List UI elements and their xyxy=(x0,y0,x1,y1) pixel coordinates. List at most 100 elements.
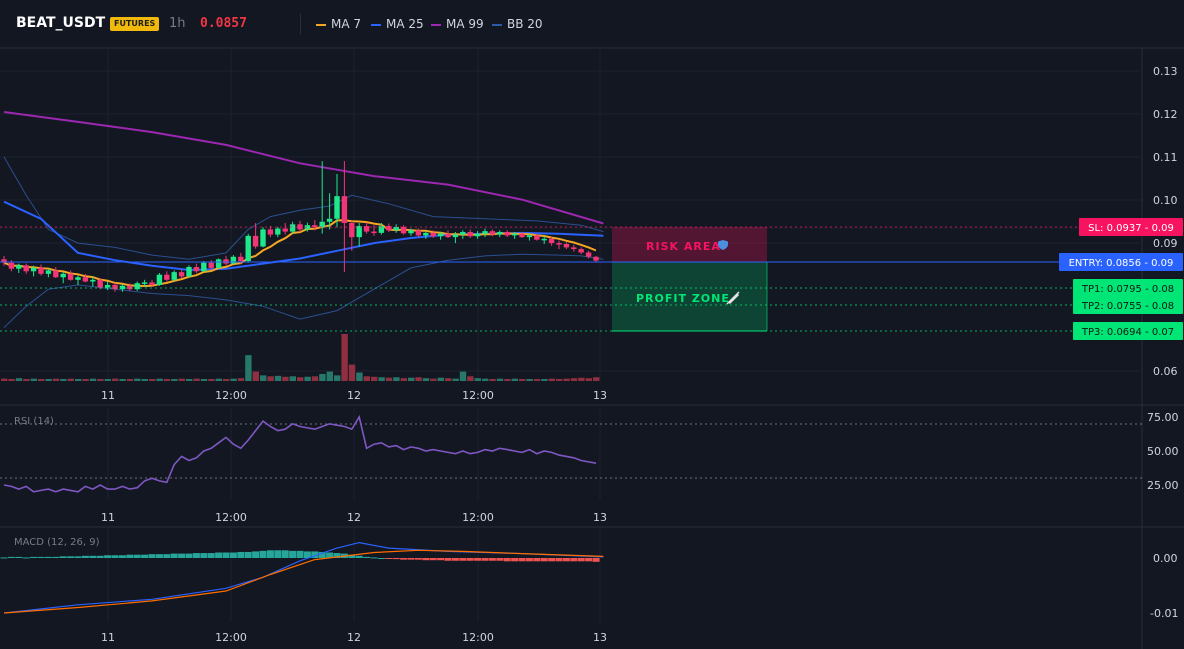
x-tick-label: 13 xyxy=(593,511,607,524)
tp3-tag-label: TP3: 0.0694 - 0.07 xyxy=(1081,327,1174,338)
candle-body xyxy=(467,232,473,237)
legend-ma99-label: MA 99 xyxy=(446,17,484,31)
macd-histogram-bar xyxy=(548,558,556,562)
volume-bar xyxy=(267,376,274,381)
rsi-line xyxy=(3,414,597,493)
macd-histogram-bar xyxy=(303,551,311,558)
legend-bb20[interactable]: BB 20 xyxy=(492,16,543,32)
ma99-line xyxy=(3,111,604,225)
volume-bar xyxy=(208,379,215,381)
bollinger-upper xyxy=(3,156,604,260)
macd-histogram-bar xyxy=(155,554,163,558)
candle-body xyxy=(282,228,288,232)
volume-bar xyxy=(371,376,378,381)
risk-area-label: RISK AREA xyxy=(646,240,721,253)
volume-bar xyxy=(186,379,193,381)
legend-ma7[interactable]: MA 7 xyxy=(316,16,361,32)
volume-bar xyxy=(82,379,89,381)
volume-bar xyxy=(282,376,289,381)
volume-bar xyxy=(97,379,104,381)
tp1-tag-label: TP1: 0.0795 - 0.08 xyxy=(1081,284,1174,295)
macd-histogram-bar xyxy=(237,551,245,558)
volume-bar xyxy=(467,376,474,381)
macd-histogram-bar xyxy=(37,556,45,558)
futures-badge: FUTURES xyxy=(110,17,160,31)
volume-bar xyxy=(445,378,452,381)
macd-histogram-bar xyxy=(585,558,593,562)
volume-bar xyxy=(1,378,8,381)
candle-body xyxy=(238,256,244,262)
candle-body xyxy=(90,279,96,282)
macd-histogram-bar xyxy=(163,554,171,558)
volume-bar xyxy=(297,377,304,381)
symbol-name[interactable]: BEAT_USDT xyxy=(16,15,106,31)
macd-histogram-bar xyxy=(67,556,75,558)
macd-histogram-bar xyxy=(252,551,260,558)
candle-body xyxy=(378,226,385,233)
candle-body xyxy=(156,274,163,285)
legend-ma7-label: MA 7 xyxy=(331,17,362,31)
x-tick-label: 12:00 xyxy=(462,389,494,402)
macd-histogram-bar xyxy=(229,552,237,558)
candle-body xyxy=(578,249,584,253)
legend-swatch xyxy=(371,23,381,26)
macd-histogram-bar xyxy=(540,558,548,562)
last-price: 0.0857 xyxy=(200,16,247,31)
volume-bar xyxy=(163,379,171,381)
macd-histogram-bar xyxy=(496,558,504,561)
y-tick-label: 0.10 xyxy=(1153,194,1178,207)
candle-body xyxy=(408,230,414,234)
volume-bar xyxy=(489,379,496,381)
macd-histogram-bar xyxy=(22,557,30,559)
macd-histogram-bar xyxy=(474,558,482,561)
candle-body xyxy=(319,221,325,228)
macd-histogram-bar xyxy=(15,556,23,558)
candle-body xyxy=(193,267,200,272)
candle-body xyxy=(134,283,140,290)
candle-body xyxy=(437,233,444,237)
macd-histogram-bar xyxy=(44,556,52,558)
macd-y-tick-label: -0.01 xyxy=(1150,607,1178,620)
volume-bar xyxy=(452,378,459,381)
volume-bar xyxy=(393,377,400,381)
volume-bar xyxy=(526,379,533,381)
volume-bar xyxy=(356,372,363,381)
signal-line xyxy=(3,549,604,614)
volume-bar xyxy=(504,379,511,381)
candle-body xyxy=(201,262,207,272)
volume-bar xyxy=(45,379,52,381)
volume-bar xyxy=(519,379,526,381)
candle-body xyxy=(386,226,392,231)
volume-bar xyxy=(289,376,296,381)
macd-histogram-bar xyxy=(96,555,104,558)
candle-body xyxy=(304,225,311,230)
legend-ma25[interactable]: MA 25 xyxy=(371,16,424,32)
entry-tag-label: ENTRY: 0.0856 - 0.09 xyxy=(1069,258,1174,269)
x-tick-label: 12:00 xyxy=(215,511,247,524)
macd-histogram-bar xyxy=(30,556,38,558)
macd-histogram-bar xyxy=(577,558,585,562)
legend-ma99[interactable]: MA 99 xyxy=(431,16,484,32)
macd-histogram-bar xyxy=(289,550,297,558)
volume-bar xyxy=(38,379,45,381)
shield-icon xyxy=(718,240,728,250)
candle-body xyxy=(556,243,562,245)
candle-body xyxy=(82,277,89,282)
volume-bar xyxy=(385,377,393,381)
volume-bar xyxy=(75,379,82,381)
macd-histogram-bar xyxy=(200,553,208,558)
candle-body xyxy=(326,218,333,222)
y-tick-label: 0.12 xyxy=(1153,108,1178,121)
macd-histogram-bar xyxy=(266,550,274,558)
volume-bar xyxy=(422,378,430,381)
volume-bar xyxy=(511,378,518,381)
macd-histogram-bar xyxy=(118,555,126,558)
legend-ma25-label: MA 25 xyxy=(386,17,424,31)
macd-histogram-bar xyxy=(466,558,474,561)
interval-selector[interactable]: 1h xyxy=(169,16,186,31)
profit-zone-label: PROFIT ZONE xyxy=(636,292,730,305)
macd-histogram-bar xyxy=(385,558,393,559)
volume-bar xyxy=(593,377,600,381)
candle-body xyxy=(164,274,170,280)
